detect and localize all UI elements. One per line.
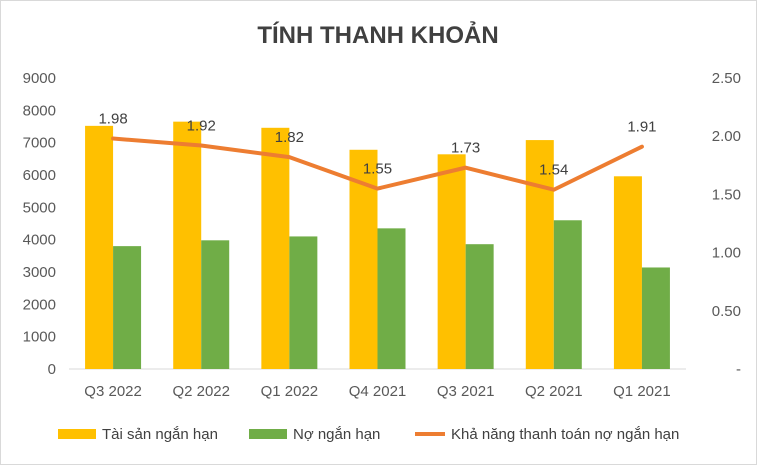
line-point — [640, 145, 644, 149]
data-label: 1.73 — [451, 140, 480, 157]
bars-layer — [85, 121, 670, 370]
bar-tai-san-ngan-han — [173, 121, 202, 370]
line-layer — [111, 136, 644, 192]
y-right-tick-label: - — [736, 361, 741, 378]
data-label: 1.98 — [98, 111, 127, 128]
legend-swatch — [58, 429, 96, 439]
bar-tai-san-ngan-han — [525, 140, 554, 369]
legend-item: Tài sản ngắn hạn — [58, 426, 218, 443]
x-tick-label: Q2 2022 — [172, 383, 230, 400]
legend-label: Nợ ngắn hạn — [293, 426, 380, 443]
data-label: 1.55 — [363, 161, 392, 178]
bar-tai-san-ngan-han — [613, 176, 642, 369]
x-tick-label: Q2 2021 — [525, 383, 583, 400]
line-point — [111, 137, 115, 141]
legend-label: Tài sản ngắn hạn — [102, 426, 218, 443]
y-left-tick-label: 8000 — [23, 102, 56, 119]
y-right-tick-label: 2.00 — [712, 128, 741, 145]
chart-title: TÍNH THANH KHOẢN — [257, 20, 498, 49]
data-label: 1.91 — [627, 119, 656, 136]
data-label: 1.92 — [187, 118, 216, 135]
line-point — [552, 188, 556, 192]
line-point — [376, 187, 379, 191]
line-point — [199, 144, 203, 148]
data-label: 1.54 — [539, 162, 568, 179]
axis-layer: 0 1000 2000 3000 4000 5000 6000 7000 8000 9000 - 0.… — [23, 70, 741, 400]
bar-no-ngan-han — [113, 246, 142, 369]
bar-no-ngan-han — [201, 240, 230, 369]
bar-no-ngan-han — [465, 244, 494, 369]
y-left-tick-label: 9000 — [23, 70, 56, 87]
x-tick-label: Q3 2022 — [84, 383, 142, 400]
x-tick-label: Q1 2022 — [261, 383, 319, 400]
x-tick-label: Q1 2021 — [613, 383, 671, 400]
legend-swatch — [249, 429, 287, 439]
y-left-tick-label: 0 — [48, 361, 56, 378]
bar-tai-san-ngan-han — [85, 125, 114, 369]
bar-no-ngan-han — [553, 220, 582, 369]
legend-label: Khả năng thanh toán nợ ngắn hạn — [451, 426, 679, 443]
y-left-tick-label: 4000 — [23, 232, 56, 249]
line-point — [287, 155, 291, 159]
y-left-tick-label: 3000 — [23, 264, 56, 281]
bar-no-ngan-han — [641, 267, 670, 369]
y-right-tick-label: 1.50 — [712, 186, 741, 203]
legend-layer: Tài sản ngắn hạn Nợ ngắn hạn Khả năng than… — [58, 426, 679, 443]
y-left-tick-label: 6000 — [23, 167, 56, 184]
y-right-tick-label: 2.50 — [712, 70, 741, 87]
line-point — [464, 166, 468, 170]
data-label: 1.82 — [275, 129, 304, 146]
bar-no-ngan-han — [289, 236, 318, 369]
legend-item: Khả năng thanh toán nợ ngắn hạn — [415, 426, 679, 443]
bar-no-ngan-han — [377, 228, 406, 369]
x-tick-label: Q3 2021 — [437, 383, 495, 400]
y-left-tick-label: 1000 — [23, 329, 56, 346]
x-tick-label: Q4 2021 — [349, 383, 407, 400]
labels-layer: 1.98 1.92 1.82 1.55 1.73 1.54 1.91 — [98, 111, 656, 179]
legend-item: Nợ ngắn hạn — [249, 426, 380, 443]
bar-tai-san-ngan-han — [261, 127, 290, 369]
y-right-tick-label: 0.50 — [712, 303, 741, 320]
y-right-tick-label: 1.00 — [712, 245, 741, 262]
y-left-tick-label: 7000 — [23, 135, 56, 152]
bar-tai-san-ngan-han — [437, 154, 466, 369]
y-left-tick-label: 2000 — [23, 296, 56, 313]
y-left-tick-label: 5000 — [23, 199, 56, 216]
